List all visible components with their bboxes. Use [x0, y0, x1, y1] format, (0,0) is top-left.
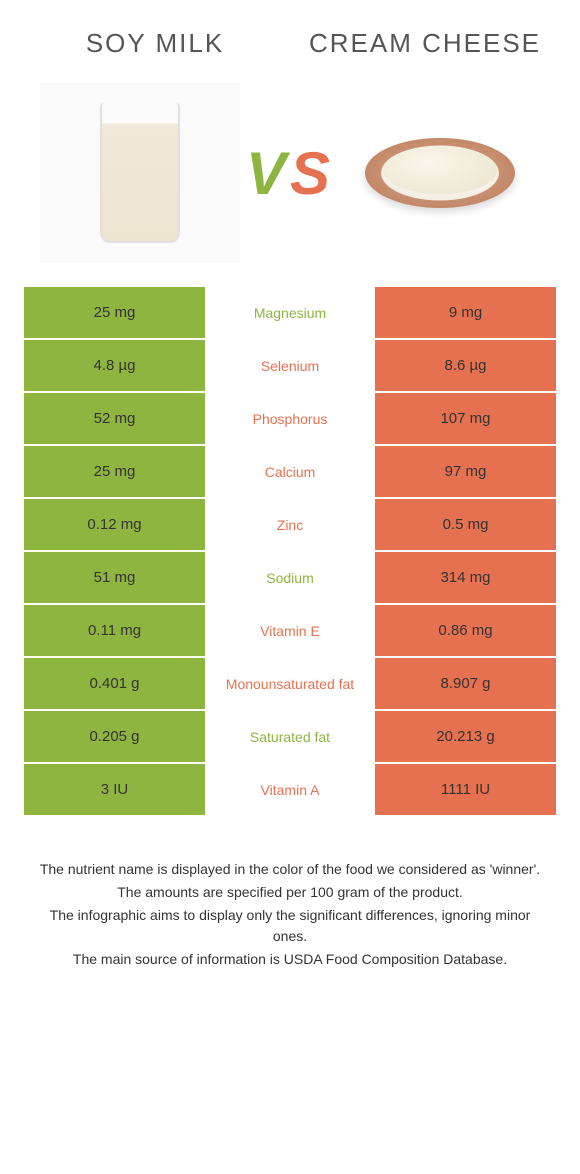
nutrient-label: Selenium	[205, 340, 375, 391]
vs-v: V	[246, 140, 290, 207]
left-value: 3 IU	[24, 764, 205, 815]
nutrient-label: Vitamin E	[205, 605, 375, 656]
footer-line: The amounts are specified per 100 gram o…	[36, 882, 544, 903]
nutrient-label: Monounsaturated fat	[205, 658, 375, 709]
nutrient-table: 25 mgMagnesium9 mg4.8 µgSelenium8.6 µg52…	[0, 287, 580, 817]
left-value: 25 mg	[24, 287, 205, 338]
vs-s: S	[290, 140, 334, 207]
image-row: VS	[0, 75, 580, 287]
right-food-image	[340, 83, 540, 263]
nutrient-label: Phosphorus	[205, 393, 375, 444]
nutrient-row: 0.205 gSaturated fat20.213 g	[24, 711, 556, 764]
footer-line: The main source of information is USDA F…	[36, 949, 544, 970]
nutrient-row: 4.8 µgSelenium8.6 µg	[24, 340, 556, 393]
footer-line: The infographic aims to display only the…	[36, 905, 544, 947]
left-value: 51 mg	[24, 552, 205, 603]
right-value: 0.86 mg	[375, 605, 556, 656]
title-row: SOY MILK CREAM CHEESE	[0, 0, 580, 75]
creamcheese-bowl-icon	[365, 138, 515, 208]
nutrient-label: Zinc	[205, 499, 375, 550]
right-value: 8.6 µg	[375, 340, 556, 391]
left-value: 52 mg	[24, 393, 205, 444]
nutrient-label: Saturated fat	[205, 711, 375, 762]
left-value: 0.401 g	[24, 658, 205, 709]
right-value: 1111 IU	[375, 764, 556, 815]
left-value: 25 mg	[24, 446, 205, 497]
soymilk-glass-icon	[100, 103, 180, 243]
vs-label: VS	[246, 139, 334, 208]
nutrient-label: Sodium	[205, 552, 375, 603]
left-value: 4.8 µg	[24, 340, 205, 391]
right-value: 0.5 mg	[375, 499, 556, 550]
right-food-title: CREAM CHEESE	[290, 28, 560, 59]
footer-notes: The nutrient name is displayed in the co…	[0, 817, 580, 992]
right-value: 314 mg	[375, 552, 556, 603]
nutrient-row: 3 IUVitamin A1111 IU	[24, 764, 556, 817]
nutrient-row: 0.11 mgVitamin E0.86 mg	[24, 605, 556, 658]
right-value: 9 mg	[375, 287, 556, 338]
nutrient-label: Calcium	[205, 446, 375, 497]
nutrient-row: 52 mgPhosphorus107 mg	[24, 393, 556, 446]
nutrient-row: 51 mgSodium314 mg	[24, 552, 556, 605]
nutrient-row: 0.12 mgZinc0.5 mg	[24, 499, 556, 552]
left-value: 0.12 mg	[24, 499, 205, 550]
right-value: 20.213 g	[375, 711, 556, 762]
left-food-image	[40, 83, 240, 263]
right-value: 8.907 g	[375, 658, 556, 709]
nutrient-label: Magnesium	[205, 287, 375, 338]
nutrient-row: 25 mgMagnesium9 mg	[24, 287, 556, 340]
nutrient-row: 0.401 gMonounsaturated fat8.907 g	[24, 658, 556, 711]
right-value: 107 mg	[375, 393, 556, 444]
nutrient-row: 25 mgCalcium97 mg	[24, 446, 556, 499]
infographic-container: SOY MILK CREAM CHEESE VS 25 mgMagnesium9…	[0, 0, 580, 992]
right-value: 97 mg	[375, 446, 556, 497]
nutrient-label: Vitamin A	[205, 764, 375, 815]
footer-line: The nutrient name is displayed in the co…	[36, 859, 544, 880]
left-value: 0.11 mg	[24, 605, 205, 656]
left-value: 0.205 g	[24, 711, 205, 762]
left-food-title: SOY MILK	[20, 28, 290, 59]
